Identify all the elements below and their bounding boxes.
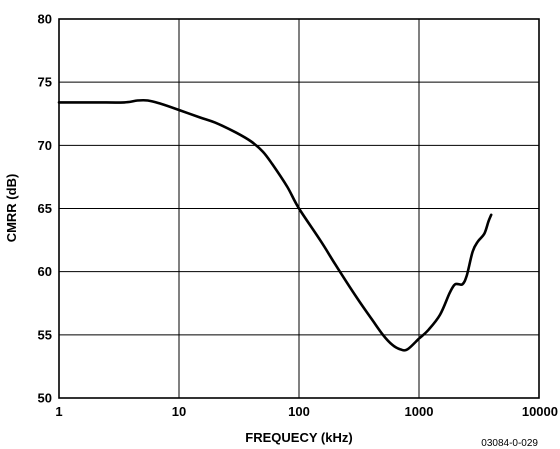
plot-frame — [58, 18, 540, 399]
x-tick-label: 1000 — [405, 404, 434, 419]
x-tick-label: 1 — [55, 404, 62, 419]
y-tick-label: 60 — [38, 264, 52, 279]
y-tick-label: 75 — [38, 75, 52, 90]
y-axis-label: CMRR (dB) — [4, 174, 19, 243]
x-axis-label: FREQUECY (kHz) — [245, 430, 352, 445]
x-tick-label: 10 — [172, 404, 186, 419]
y-tick-label: 80 — [38, 12, 52, 27]
cmrr-curve — [57, 98, 493, 352]
figure-id: 03084-0-029 — [481, 438, 538, 449]
x-tick-labels: 1 10 100 1000 10000 — [55, 404, 558, 419]
x-tick-label: 10000 — [522, 404, 558, 419]
y-tick-label: 65 — [38, 201, 52, 216]
x-tick-label: 100 — [288, 404, 310, 419]
y-tick-label: 50 — [38, 391, 52, 406]
y-tick-label: 70 — [38, 138, 52, 153]
y-tick-labels: 50 55 60 65 70 75 80 — [38, 12, 52, 406]
y-tick-label: 55 — [38, 327, 52, 342]
